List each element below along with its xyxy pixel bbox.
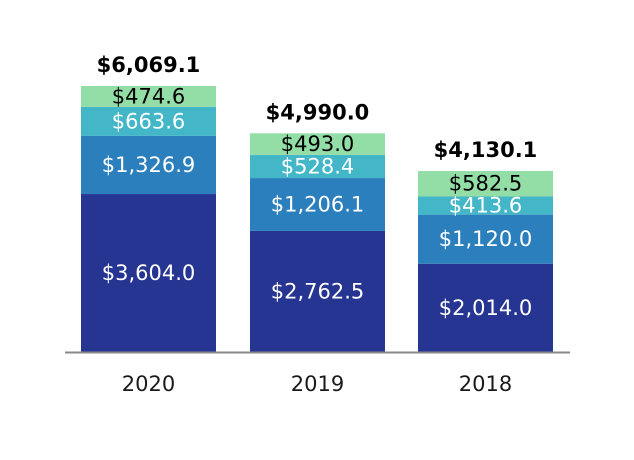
x-tick-label-2020: 2020 xyxy=(122,372,175,396)
segment-label-2020-4: $474.6 xyxy=(112,84,185,108)
bar-segment-2018-2 xyxy=(418,214,553,264)
bar-segment-2019-2 xyxy=(250,178,385,231)
labels-group: $3,604.0 $1,326.9 $663.6$474.6 $6,069.1 2020… xyxy=(97,53,538,396)
bar-segment-2019-4 xyxy=(250,133,385,155)
segment-label-2018-1: $2,014.0 xyxy=(439,296,533,320)
x-tick-label-2019: 2019 xyxy=(291,372,344,396)
bar-segment-2020-3 xyxy=(81,106,216,136)
segment-label-2019-4: $493.0 xyxy=(281,132,354,156)
bar-segment-2020-4 xyxy=(81,86,216,107)
bars-group xyxy=(81,86,553,352)
segment-label-2019-3: $528.4 xyxy=(281,154,354,178)
bar-segment-2020-1 xyxy=(81,194,216,352)
segment-label-2018-4: $582.5 xyxy=(449,172,522,196)
segment-label-2020-2: $1,326.9 xyxy=(102,153,196,177)
segment-label-2020-3: $663.6 xyxy=(112,109,185,133)
total-label-2018: $4,130.1 xyxy=(434,138,538,162)
bar-segment-2019-3 xyxy=(250,154,385,179)
segment-label-2019-1: $2,762.5 xyxy=(271,279,365,303)
bar-segment-2018-3 xyxy=(418,196,553,215)
bar-segment-2020-2 xyxy=(81,135,216,195)
segment-label-2020-1: $3,604.0 xyxy=(102,261,196,285)
segment-label-2018-3: $413.6 xyxy=(449,194,522,218)
x-tick-label-2018: 2018 xyxy=(459,372,512,396)
bar-segment-2018-1 xyxy=(418,263,553,352)
segment-label-2018-2: $1,120.0 xyxy=(439,227,533,251)
total-label-2020: $6,069.1 xyxy=(97,53,201,77)
bar-segment-2018-4 xyxy=(418,170,553,197)
bar-segment-2019-1 xyxy=(250,230,385,352)
segment-label-2019-2: $1,206.1 xyxy=(271,192,365,216)
total-label-2019: $4,990.0 xyxy=(266,100,370,124)
